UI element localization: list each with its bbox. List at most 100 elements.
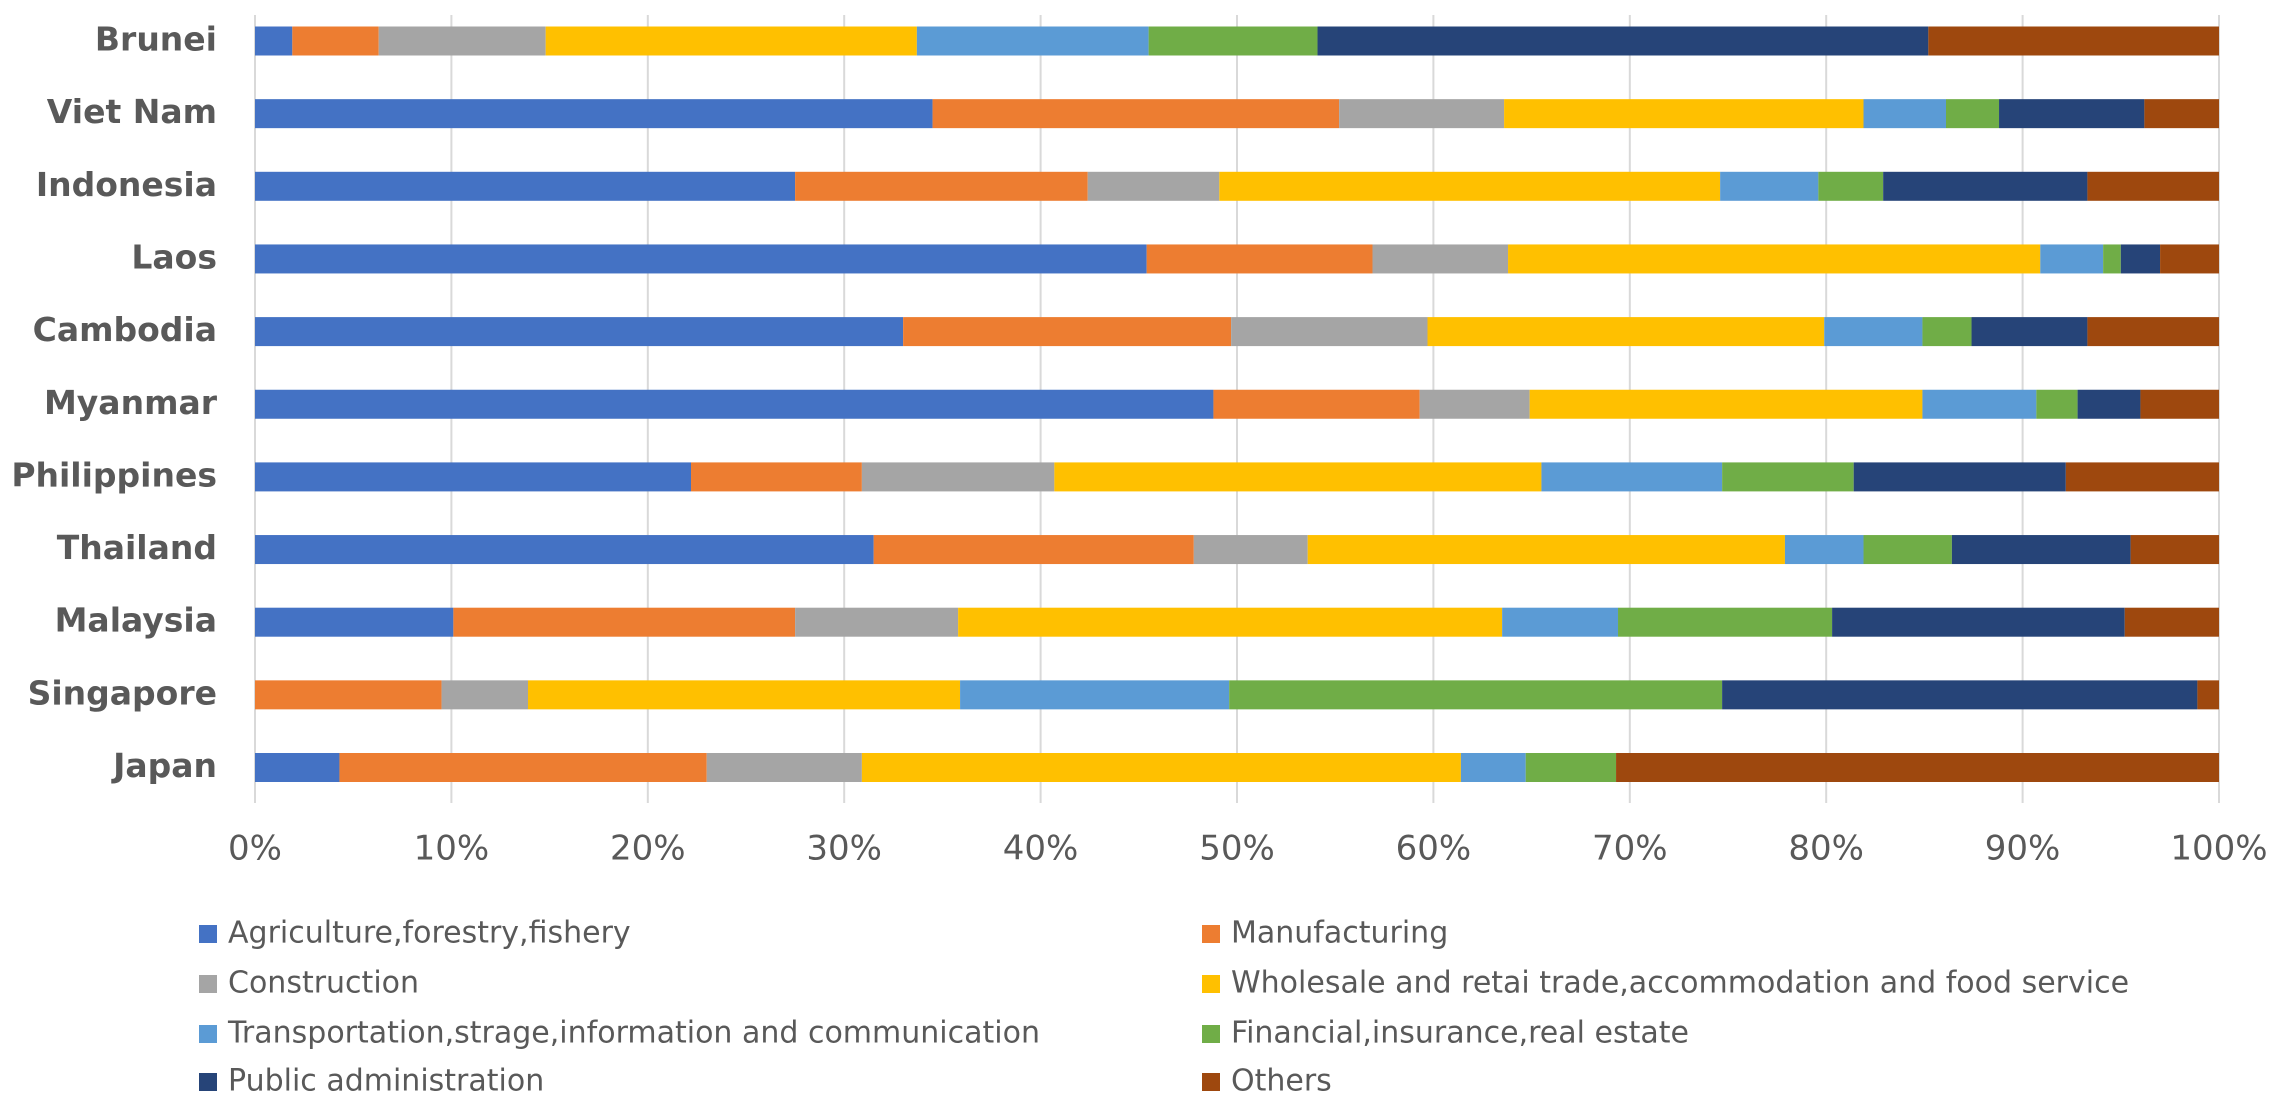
bar-segment xyxy=(1419,389,1530,419)
bar-segment xyxy=(339,753,707,782)
bar-segment xyxy=(1722,680,2198,710)
y-tick-label: Myanmar xyxy=(44,383,218,422)
bar-segment xyxy=(2065,462,2219,492)
bar-segment xyxy=(1504,99,1864,129)
x-tick-label: 30% xyxy=(806,829,882,869)
bar-segment xyxy=(960,680,1230,710)
y-tick-label: Brunei xyxy=(95,20,217,59)
y-tick-label: Indonesia xyxy=(36,165,217,204)
bar-segment xyxy=(255,171,796,201)
x-tick-label: 70% xyxy=(1592,829,1668,869)
bar-segment xyxy=(1229,680,1723,710)
bar-segment xyxy=(1219,171,1721,201)
legend-swatch xyxy=(1202,975,1220,993)
legend-label: Transportation,strage,information and co… xyxy=(227,1016,1040,1051)
bar-segment xyxy=(255,26,293,56)
y-tick-label: Philippines xyxy=(11,455,217,494)
bar-segment xyxy=(545,26,917,56)
bar-segment xyxy=(1722,462,1854,492)
bar-segment xyxy=(1832,607,2125,637)
bar-segment xyxy=(1146,244,1373,274)
bar-segment xyxy=(1502,607,1619,637)
bar-segment xyxy=(1307,535,1785,565)
legend-label: Financial,insurance,real estate xyxy=(1231,1016,1689,1051)
x-tick-label: 50% xyxy=(1199,829,1275,869)
bar-segment xyxy=(1999,99,2145,129)
bar-segment xyxy=(2160,244,2219,274)
y-tick-label: Laos xyxy=(131,237,217,276)
bar-segment xyxy=(1863,535,1952,565)
bar-segment xyxy=(2140,389,2219,419)
bar-segment xyxy=(795,171,1088,201)
bar-segment xyxy=(453,607,796,637)
bar-segment xyxy=(2087,317,2219,347)
legend-swatch xyxy=(199,1073,217,1091)
bar-segment xyxy=(795,607,959,637)
bar-segment xyxy=(1541,462,1723,492)
x-tick-label: 0% xyxy=(228,829,282,869)
bar-segment xyxy=(292,26,379,56)
x-tick-label: 10% xyxy=(414,829,490,869)
legend-swatch xyxy=(199,1025,217,1043)
bar-segment xyxy=(958,607,1503,637)
bar-segment xyxy=(2144,99,2219,129)
bar-segment xyxy=(1946,99,2000,129)
bar-segment xyxy=(1193,535,1308,565)
bar-segment xyxy=(1508,244,2041,274)
bar-segment xyxy=(1529,389,1923,419)
bar-segment xyxy=(1054,462,1542,492)
bar-segment xyxy=(2103,244,2121,274)
bar-segment xyxy=(1148,26,1318,56)
bar-segment xyxy=(1087,171,1220,201)
x-tick-label: 100% xyxy=(2170,829,2267,869)
bar-segment xyxy=(706,753,862,782)
bar-segment xyxy=(916,26,1149,56)
bar-segment xyxy=(1883,171,2088,201)
legend-label: Manufacturing xyxy=(1231,916,1448,951)
x-tick-label: 20% xyxy=(610,829,686,869)
bar-segment xyxy=(255,317,904,347)
bar-segment xyxy=(1525,753,1617,782)
bar-segment xyxy=(2036,389,2078,419)
bar-segment xyxy=(1853,462,2066,492)
bar-segment xyxy=(255,462,692,492)
bar-segment xyxy=(1928,26,2219,56)
x-tick-label: 40% xyxy=(1003,829,1079,869)
bar-segment xyxy=(255,535,874,565)
y-tick-label: Cambodia xyxy=(33,310,217,349)
bar-segment xyxy=(1922,317,1972,347)
bar-segment xyxy=(255,389,1214,419)
bar-segment xyxy=(255,99,933,129)
legend-swatch xyxy=(1202,1025,1220,1043)
bar-segment xyxy=(873,535,1194,565)
bar-segment xyxy=(1231,317,1428,347)
bar-segment xyxy=(1863,99,1947,129)
bar-segment xyxy=(1951,535,2131,565)
bar-segment xyxy=(1427,317,1825,347)
bar-segment xyxy=(1784,535,1864,565)
bar-segment xyxy=(1372,244,1509,274)
legend-swatch xyxy=(199,925,217,943)
bar-segment xyxy=(1460,753,1526,782)
bar-segment xyxy=(2087,171,2219,201)
y-tick-label: Malaysia xyxy=(55,601,217,640)
bar-segment xyxy=(527,680,961,710)
bar-segment xyxy=(1971,317,2088,347)
bar-segment xyxy=(1720,171,1819,201)
bar-segment xyxy=(932,99,1340,129)
x-tick-label: 80% xyxy=(1788,829,1864,869)
x-tick-label: 60% xyxy=(1396,829,1472,869)
legend-label: Others xyxy=(1231,1064,1332,1092)
legend-swatch xyxy=(1202,925,1220,943)
bar-segment xyxy=(1213,389,1420,419)
y-tick-label: Japan xyxy=(111,746,217,785)
bar-segment xyxy=(1922,389,2037,419)
bar-segment xyxy=(1618,607,1833,637)
bar-segment xyxy=(255,680,442,710)
bar-segment xyxy=(903,317,1232,347)
bar-segment xyxy=(255,244,1147,274)
bar-segment xyxy=(1818,171,1884,201)
bar-segment xyxy=(861,753,1461,782)
bar-segment xyxy=(1616,753,2219,782)
